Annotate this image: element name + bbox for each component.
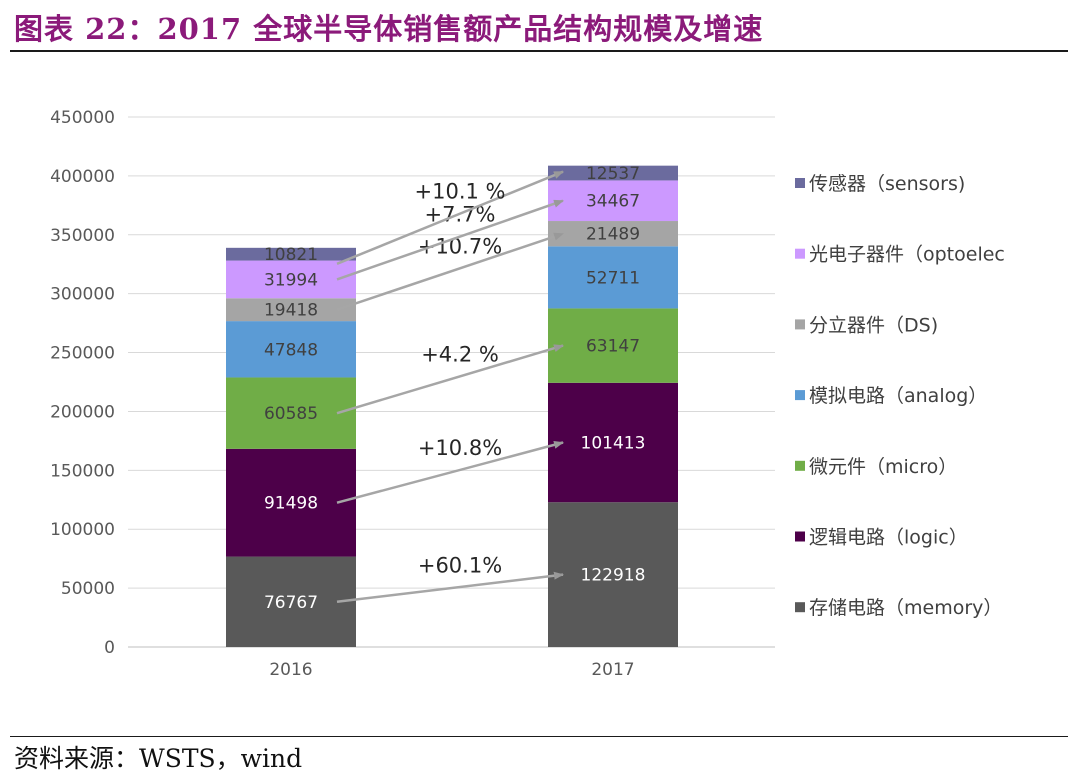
data-label: 91498 <box>264 494 318 514</box>
bar-segment <box>226 260 356 299</box>
growth-arrow <box>336 344 564 415</box>
title-divider <box>10 50 1068 52</box>
growth-arrow <box>336 199 564 281</box>
legend-label: 光电子器件（optoelec <box>809 244 1005 266</box>
data-label: 60585 <box>264 404 318 424</box>
source-note: 资料来源：WSTS，wind <box>14 744 303 773</box>
legend-swatch <box>795 390 805 401</box>
legend-swatch <box>795 602 805 613</box>
data-label: 101413 <box>581 434 646 454</box>
data-label: 34467 <box>586 192 640 212</box>
bar-segment <box>226 448 356 557</box>
legend-label: 分立器件（DS) <box>809 314 938 336</box>
data-label: 76767 <box>264 593 318 613</box>
data-label: 12537 <box>586 164 640 184</box>
bar-segment <box>226 247 356 261</box>
legend-swatch <box>795 460 805 471</box>
data-label: 52711 <box>586 268 640 288</box>
legend-label: 传感器（sensors) <box>809 173 965 195</box>
data-label: 21489 <box>586 225 640 245</box>
growth-arrow <box>336 440 564 504</box>
data-label: 122918 <box>581 566 646 586</box>
x-tick-label: 2017 <box>591 660 634 680</box>
y-tick-label: 450000 <box>50 108 115 128</box>
growth-label: +10.1 % <box>415 180 506 204</box>
growth-label: +10.8% <box>418 436 502 460</box>
bar-segment <box>548 180 678 222</box>
y-tick-label: 250000 <box>50 344 115 364</box>
data-label: 31994 <box>264 270 318 290</box>
y-tick-label: 350000 <box>50 226 115 246</box>
bar-segment <box>226 377 356 449</box>
growth-arrow <box>336 170 564 265</box>
legend-swatch <box>795 319 805 330</box>
bar-segment <box>226 298 356 322</box>
growth-arrow <box>336 232 564 311</box>
bar-segment <box>226 556 356 647</box>
y-tick-label: 0 <box>104 638 115 658</box>
y-tick-label: 150000 <box>50 461 115 481</box>
bar-segment <box>548 221 678 247</box>
y-tick-label: 300000 <box>50 285 115 305</box>
data-label: 10821 <box>264 245 318 265</box>
bar-segment <box>548 165 678 181</box>
growth-label: +4.2 % <box>421 343 499 367</box>
stacked-bar-chart: 450000 400000 350000 300000 250000 200000 1500… <box>50 108 1005 680</box>
y-tick-label: 400000 <box>50 167 115 187</box>
data-label: 19418 <box>264 301 318 321</box>
legend-label: 逻辑电路（logic） <box>809 527 968 549</box>
legend-swatch <box>795 178 805 188</box>
bar-segment <box>548 246 678 309</box>
page-title: 图表 22：2017 全球半导体销售额产品结构规模及增速 <box>14 12 764 46</box>
data-label: 63147 <box>586 337 640 357</box>
y-tick-label: 50000 <box>61 579 115 599</box>
legend-label: 微元件（micro） <box>809 456 957 478</box>
legend-label: 模拟电路（analog） <box>809 385 987 407</box>
bar-segment <box>548 502 678 647</box>
bar-segment <box>548 382 678 503</box>
legend-swatch <box>795 248 805 259</box>
x-tick-label: 2016 <box>269 660 312 680</box>
data-label: 47848 <box>264 340 318 360</box>
y-tick-label: 200000 <box>50 402 115 422</box>
legend-swatch <box>795 531 805 542</box>
bar-segment <box>226 321 356 378</box>
footer-divider <box>10 736 1068 737</box>
growth-label: +60.1% <box>418 554 502 578</box>
growth-arrow <box>336 571 564 604</box>
legend-label: 存储电路（memory） <box>809 597 1002 619</box>
y-tick-label: 100000 <box>50 520 115 540</box>
bar-segment <box>548 308 678 383</box>
